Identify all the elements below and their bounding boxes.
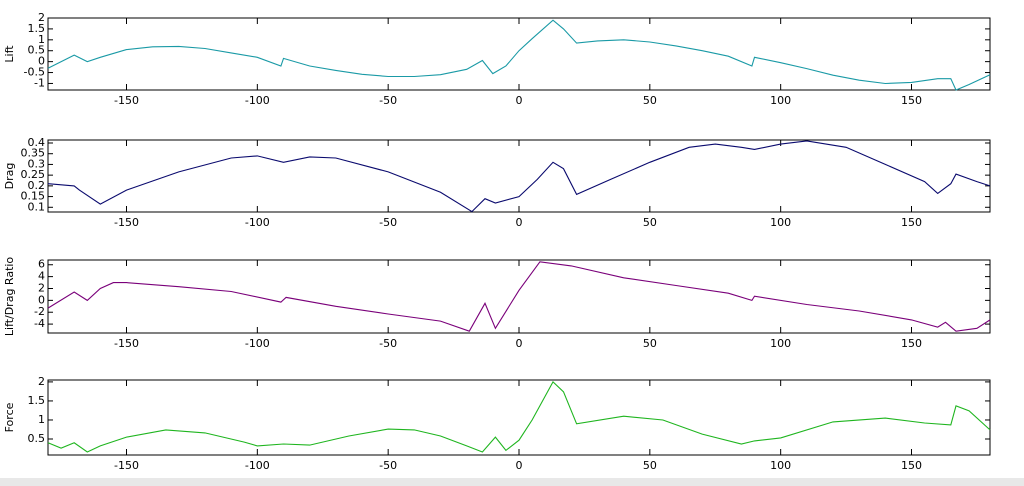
x-tick-label: -100: [245, 459, 270, 472]
y-tick-label: 1: [38, 413, 45, 426]
y-tick-label: 2: [38, 375, 45, 388]
x-tick-label: -50: [379, 94, 397, 107]
x-tick-label: 50: [643, 216, 657, 229]
y-tick-label: -2: [34, 305, 45, 318]
plot-frame: [47, 259, 991, 334]
x-tick-label: 150: [901, 459, 922, 472]
status-strip: [0, 478, 1024, 486]
x-tick-label: 100: [770, 94, 791, 107]
y-tick-label: -4: [34, 317, 45, 330]
y-tick-label: 0.25: [21, 168, 46, 181]
y-axis-label: Lift/Drag Ratio: [3, 257, 16, 337]
x-tick-label: -150: [114, 216, 139, 229]
x-tick-label: 0: [516, 94, 523, 107]
plot-frame: [47, 379, 991, 456]
y-axis-label: Drag: [3, 163, 16, 190]
x-tick-label: 50: [643, 337, 657, 350]
y-tick-label: 0.15: [21, 190, 46, 203]
x-tick-label: 0: [516, 216, 523, 229]
y-tick-label: 4: [38, 270, 45, 283]
y-tick-label: -1: [34, 76, 45, 89]
x-tick-label: 0: [516, 459, 523, 472]
y-tick-label: 0.2: [28, 179, 46, 192]
x-tick-label: 150: [901, 94, 922, 107]
x-tick-label: 50: [643, 459, 657, 472]
y-tick-label: 2: [38, 11, 45, 24]
y-tick-label: 0.5: [28, 44, 46, 57]
y-tick-label: 1.5: [28, 22, 46, 35]
plot-frame: [47, 139, 991, 213]
y-tick-label: 0.35: [21, 147, 46, 160]
data-line: [47, 381, 991, 453]
x-tick-label: 100: [770, 337, 791, 350]
x-tick-label: -50: [379, 459, 397, 472]
data-line: [47, 19, 991, 91]
y-tick-label: 0.5: [28, 432, 46, 445]
x-tick-label: 100: [770, 459, 791, 472]
x-tick-label: -150: [114, 94, 139, 107]
y-tick-label: 0: [38, 293, 45, 306]
plot-frame: [47, 17, 991, 91]
x-tick-label: -100: [245, 337, 270, 350]
x-tick-label: -150: [114, 459, 139, 472]
y-tick-label: 2: [38, 281, 45, 294]
y-tick-label: 0.3: [28, 157, 46, 170]
x-tick-label: 150: [901, 216, 922, 229]
data-line: [47, 261, 991, 332]
x-tick-label: 50: [643, 94, 657, 107]
x-tick-label: 150: [901, 337, 922, 350]
x-tick-label: 100: [770, 216, 791, 229]
y-tick-label: 6: [38, 258, 45, 271]
y-tick-label: -0.5: [24, 66, 45, 79]
y-tick-label: 0: [38, 55, 45, 68]
data-line: [47, 140, 991, 213]
y-axis-label: Lift: [3, 45, 16, 63]
y-tick-label: 1.5: [28, 394, 46, 407]
y-tick-label: 0.1: [28, 200, 46, 213]
y-tick-label: 0.4: [28, 136, 46, 149]
y-tick-label: 1: [38, 33, 45, 46]
x-tick-label: -100: [245, 94, 270, 107]
x-tick-label: 0: [516, 337, 523, 350]
x-tick-label: -150: [114, 337, 139, 350]
x-tick-label: -100: [245, 216, 270, 229]
x-tick-label: -50: [379, 337, 397, 350]
y-axis-label: Force: [3, 402, 16, 432]
x-tick-label: -50: [379, 216, 397, 229]
